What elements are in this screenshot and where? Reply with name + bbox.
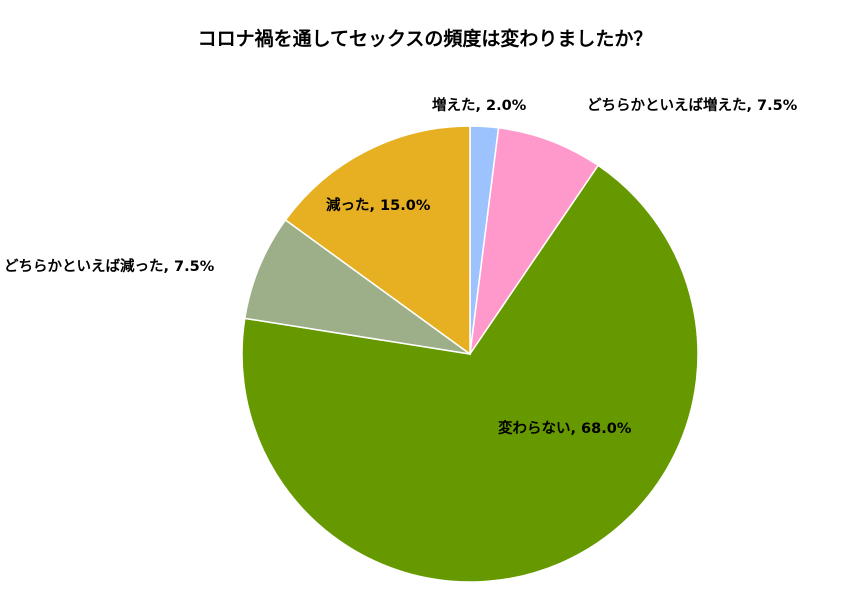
slice-somewhat-increased xyxy=(469,126,600,355)
chart-title: コロナ禍を通してセックスの頻度は変わりましたか？ xyxy=(198,27,653,50)
slice-somewhat-decreased xyxy=(243,218,471,355)
slice-decreased xyxy=(284,125,471,356)
slice-somewhat-increased-label: どちらかといえば増えた, 7.5% xyxy=(587,96,798,114)
slice-unchanged xyxy=(241,164,699,583)
pie-labels: 増えた, 2.0% どちらかといえば増えた, 7.5% 変わらない, 68.0% どち… xyxy=(4,96,798,437)
pie-slices xyxy=(241,125,699,583)
slice-somewhat-decreased-label: どちらかといえば減った, 7.5% xyxy=(4,258,215,275)
slice-increased-label: 増えた, 2.0% xyxy=(432,96,527,114)
slice-decreased-label: 減った, 15.0% xyxy=(326,197,431,214)
slice-unchanged-label: 変わらない, 68.0% xyxy=(498,419,632,437)
